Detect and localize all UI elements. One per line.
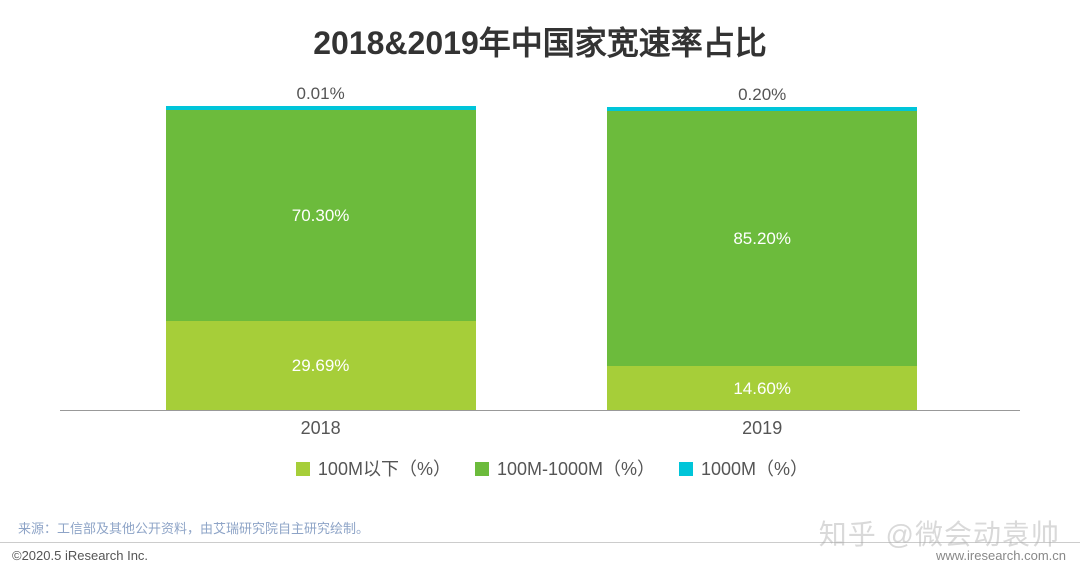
x-axis-label: 2019 [607,418,917,439]
plot: 29.69%70.30%0.01%201814.60%85.20%0.20%20… [60,110,1020,411]
segment-label-top: 0.20% [607,85,917,105]
watermark: 知乎 @微会动袁帅 [819,513,1060,553]
site-url: www.iresearch.com.cn [936,548,1066,563]
bar-group: 29.69%70.30%0.01%2018 [166,110,476,410]
bar-segment [166,106,476,110]
copyright: ©2020.5 iResearch Inc. [12,548,148,563]
segment-label-top: 0.01% [166,84,476,104]
legend-label: 100M-1000M（%） [497,459,655,479]
legend-label: 1000M（%） [701,459,808,479]
page: 2018&2019年中国家宽速率占比 29.69% 70.30% 0.01% 2018… [0,0,1080,571]
bar-segment [607,107,917,111]
legend-swatch [296,462,310,476]
x-axis-label: 2018 [166,418,476,439]
legend-swatch [475,462,489,476]
segment-label: 14.60% [607,379,917,399]
legend-label: 100M以下（%） [318,459,451,479]
chart-area: 29.69%70.30%0.01%201814.60%85.20%0.20%20… [60,110,1020,440]
segment-label: 29.69% [166,356,476,376]
segment-label: 85.20% [607,229,917,249]
bar-group: 14.60%85.20%0.20%2019 [607,110,917,410]
legend-swatch [679,462,693,476]
legend: 100M以下（%） 100M-1000M（%） 1000M（%） [0,455,1080,481]
footer-divider [0,542,1080,543]
source-note: 来源：工信部及其他公开资料，由艾瑞研究院自主研究绘制。 [18,518,369,537]
chart-title: 2018&2019年中国家宽速率占比 [0,0,1080,64]
segment-label: 70.30% [166,206,476,226]
